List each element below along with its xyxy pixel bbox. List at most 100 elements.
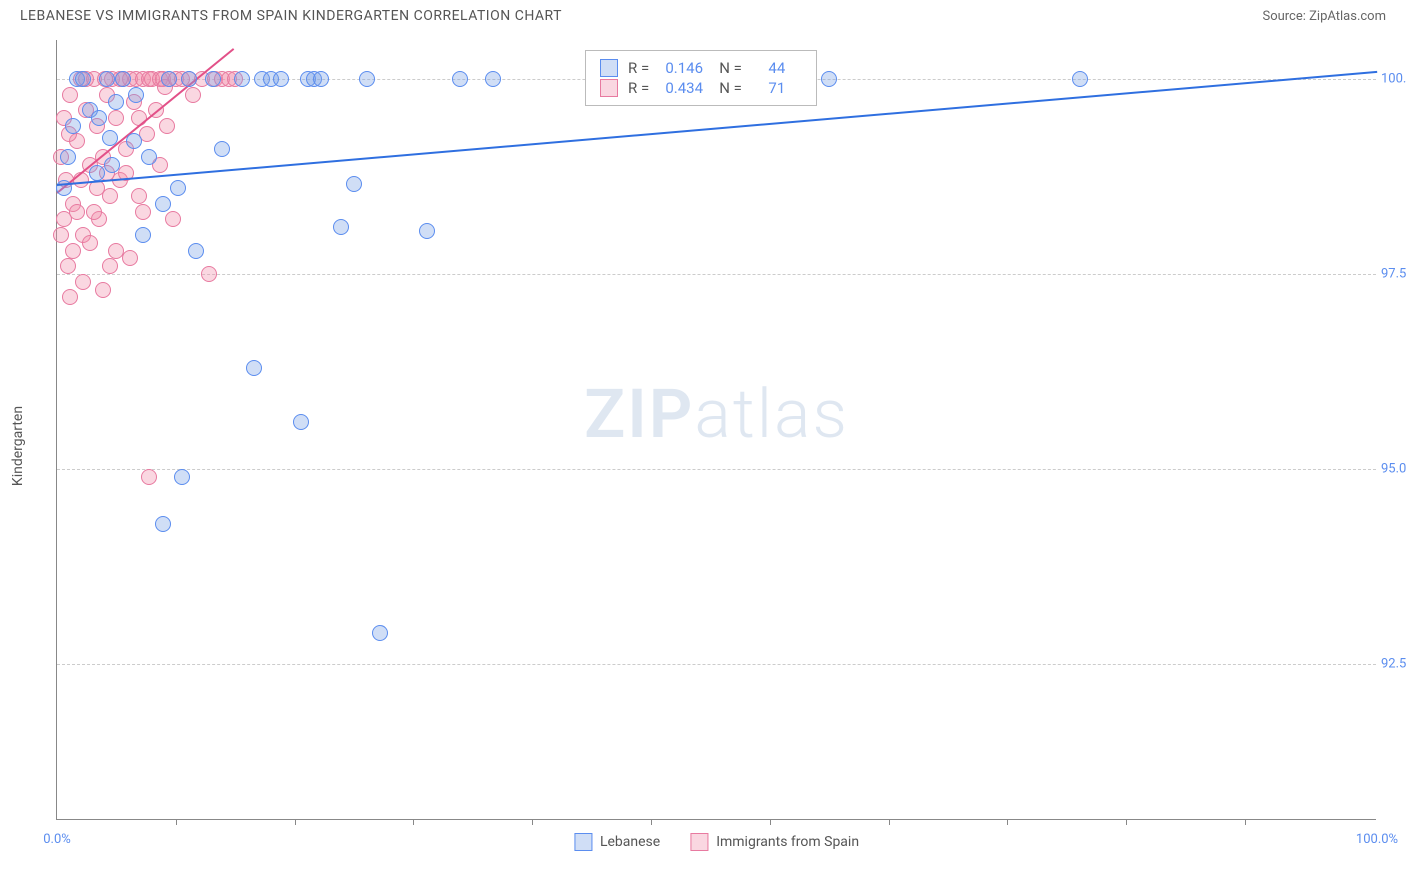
- x-tick: [532, 819, 533, 825]
- stats-r-value: 0.434: [659, 79, 709, 97]
- data-point-lebanese: [205, 71, 221, 87]
- data-point-lebanese: [60, 149, 76, 165]
- legend-bottom: Lebanese Immigrants from Spain: [574, 833, 859, 851]
- data-point-spain: [65, 243, 81, 259]
- x-tick: [1126, 819, 1127, 825]
- x-tick: [770, 819, 771, 825]
- data-point-spain: [95, 282, 111, 298]
- x-tick: [1245, 819, 1246, 825]
- y-tick-label: 97.5%: [1381, 267, 1406, 282]
- data-point-spain: [53, 227, 69, 243]
- swatch-icon: [600, 79, 618, 97]
- data-point-spain: [62, 87, 78, 103]
- data-point-lebanese: [359, 71, 375, 87]
- stats-row-spain: R = 0.434 N = 71: [600, 79, 802, 97]
- data-point-lebanese: [128, 87, 144, 103]
- data-point-lebanese: [102, 130, 118, 146]
- data-point-lebanese: [91, 110, 107, 126]
- data-point-spain: [75, 274, 91, 290]
- stats-row-lebanese: R = 0.146 N = 44: [600, 59, 802, 77]
- x-tick: [295, 819, 296, 825]
- y-tick-label: 92.5%: [1381, 657, 1406, 672]
- data-point-lebanese: [99, 71, 115, 87]
- stats-r-label: R =: [628, 59, 649, 77]
- data-point-spain: [108, 110, 124, 126]
- watermark: ZIPatlas: [584, 374, 849, 454]
- data-point-lebanese: [161, 71, 177, 87]
- data-point-spain: [102, 258, 118, 274]
- data-point-lebanese: [170, 180, 186, 196]
- data-point-spain: [165, 211, 181, 227]
- x-tick: [651, 819, 652, 825]
- gridline: [57, 664, 1376, 665]
- x-tick: [1007, 819, 1008, 825]
- data-point-spain: [159, 118, 175, 134]
- scatter-chart: ZIPatlas Lebanese Immigrants from Spain …: [56, 40, 1376, 820]
- stats-n-value: 44: [752, 59, 802, 77]
- data-point-lebanese: [188, 243, 204, 259]
- data-point-lebanese: [155, 516, 171, 532]
- chart-title: LEBANESE VS IMMIGRANTS FROM SPAIN KINDER…: [20, 8, 562, 24]
- swatch-icon: [574, 833, 592, 851]
- data-point-lebanese: [333, 219, 349, 235]
- data-point-lebanese: [155, 196, 171, 212]
- data-point-lebanese: [181, 71, 197, 87]
- source-attribution: Source: ZipAtlas.com: [1262, 9, 1386, 24]
- data-point-lebanese: [115, 71, 131, 87]
- data-point-lebanese: [214, 141, 230, 157]
- data-point-lebanese: [485, 71, 501, 87]
- x-tick-label: 100.0%: [1356, 832, 1398, 847]
- x-tick: [176, 819, 177, 825]
- data-point-spain: [131, 188, 147, 204]
- stats-n-label: N =: [719, 59, 742, 77]
- data-point-spain: [60, 258, 76, 274]
- data-point-lebanese: [246, 360, 262, 376]
- stats-n-label: N =: [719, 79, 742, 97]
- stats-box: R = 0.146 N = 44 R = 0.434 N = 71: [585, 50, 817, 106]
- data-point-lebanese: [135, 227, 151, 243]
- data-point-spain: [86, 204, 102, 220]
- data-point-spain: [62, 289, 78, 305]
- data-point-spain: [82, 235, 98, 251]
- data-point-lebanese: [104, 157, 120, 173]
- x-tick: [889, 819, 890, 825]
- x-tick-label: 0.0%: [43, 832, 71, 847]
- data-point-spain: [141, 469, 157, 485]
- stats-r-label: R =: [628, 79, 649, 97]
- data-point-lebanese: [313, 71, 329, 87]
- swatch-icon: [600, 59, 618, 77]
- y-tick-label: 95.0%: [1381, 462, 1406, 477]
- data-point-spain: [69, 204, 85, 220]
- data-point-spain: [185, 87, 201, 103]
- data-point-spain: [135, 204, 151, 220]
- y-axis-label: Kindergarten: [10, 406, 26, 486]
- data-point-lebanese: [234, 71, 250, 87]
- data-point-lebanese: [141, 149, 157, 165]
- data-point-lebanese: [65, 118, 81, 134]
- stats-r-value: 0.146: [659, 59, 709, 77]
- data-point-lebanese: [75, 71, 91, 87]
- data-point-lebanese: [273, 71, 289, 87]
- data-point-lebanese: [108, 94, 124, 110]
- data-point-lebanese: [174, 469, 190, 485]
- legend-item-lebanese: Lebanese: [574, 833, 660, 851]
- data-point-lebanese: [346, 176, 362, 192]
- data-point-lebanese: [372, 625, 388, 641]
- data-point-lebanese: [452, 71, 468, 87]
- data-point-lebanese: [821, 71, 837, 87]
- x-tick: [413, 819, 414, 825]
- data-point-lebanese: [293, 414, 309, 430]
- gridline: [57, 274, 1376, 275]
- data-point-spain: [201, 266, 217, 282]
- chart-header: LEBANESE VS IMMIGRANTS FROM SPAIN KINDER…: [0, 0, 1406, 28]
- data-point-lebanese: [126, 133, 142, 149]
- data-point-spain: [122, 250, 138, 266]
- y-tick-label: 100.0%: [1381, 72, 1406, 87]
- legend-item-spain: Immigrants from Spain: [690, 833, 859, 851]
- data-point-lebanese: [419, 223, 435, 239]
- swatch-icon: [690, 833, 708, 851]
- stats-n-value: 71: [752, 79, 802, 97]
- gridline: [57, 469, 1376, 470]
- data-point-lebanese: [1072, 71, 1088, 87]
- data-point-lebanese: [89, 165, 105, 181]
